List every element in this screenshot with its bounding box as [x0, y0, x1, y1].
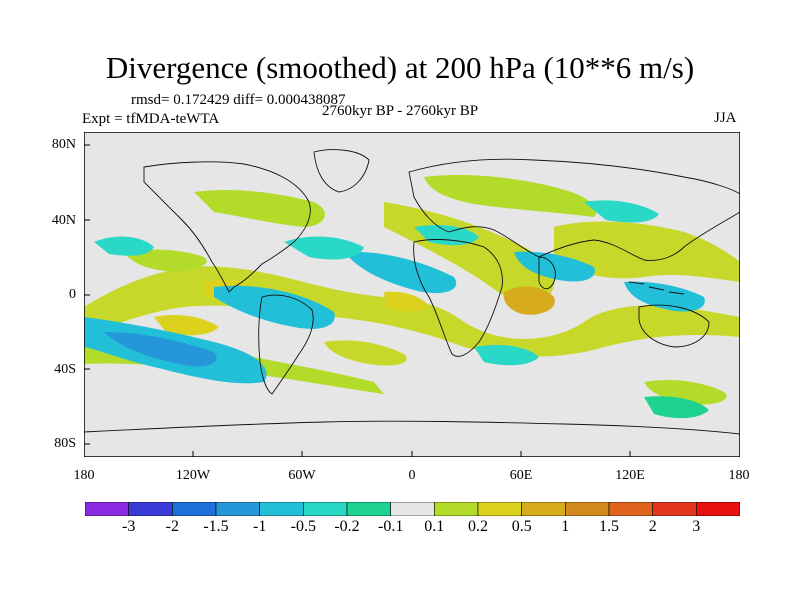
- divergence-map: [84, 132, 740, 457]
- experiment-label: Expt = tfMDA-teWTA: [82, 111, 220, 127]
- divergence-contours: [84, 175, 740, 419]
- colorbar-swatch: [390, 502, 435, 516]
- stats-text: rmsd= 0.172429 diff= 0.000438087: [131, 92, 346, 108]
- colorbar-label: 0.1: [424, 518, 445, 535]
- colorbar-swatch: [521, 502, 566, 516]
- lat-label-80s: 80S: [54, 436, 76, 451]
- colorbar-swatch: [696, 502, 740, 516]
- lon-label-180w: 180: [73, 468, 95, 483]
- colorbar-swatch: [346, 502, 391, 516]
- lat-label-40n: 40N: [51, 213, 76, 228]
- colorbar-swatch: [303, 502, 348, 516]
- lon-label-180e: 180: [728, 468, 750, 483]
- colorbar-label: 1: [561, 518, 570, 535]
- colorbar-swatch: [128, 502, 173, 516]
- season-label: JJA: [714, 110, 737, 126]
- colorbar-swatch: [172, 502, 217, 516]
- colorbar-label: 3: [692, 518, 701, 535]
- lon-label-120e: 120E: [615, 468, 645, 483]
- colorbar-swatch: [477, 502, 522, 516]
- lon-label-120w: 120W: [175, 468, 211, 483]
- colorbar-label: -2: [165, 518, 179, 535]
- colorbar-label: 1.5: [599, 518, 619, 535]
- colorbar-swatch: [259, 502, 304, 516]
- colorbar-label: -0.5: [290, 518, 316, 535]
- colorbar: [85, 502, 740, 516]
- colorbar-label: -0.2: [334, 518, 360, 535]
- lon-label-60e: 60E: [509, 468, 533, 483]
- colorbar-label: -0.1: [378, 518, 404, 535]
- colorbar-label: 2: [648, 518, 657, 535]
- colorbar-swatch: [215, 502, 260, 516]
- colorbar-swatch: [434, 502, 479, 516]
- colorbar-label: 0.2: [468, 518, 488, 535]
- axis-ticks: [84, 144, 631, 457]
- lon-label-0: 0: [408, 468, 416, 483]
- colorbar-swatch: [85, 502, 129, 516]
- plot-title: Divergence (smoothed) at 200 hPa (10**6 …: [105, 50, 695, 85]
- lat-label-40s: 40S: [54, 362, 76, 377]
- coastlines: [84, 149, 740, 435]
- period-label: 2760kyr BP - 2760kyr BP: [322, 103, 479, 119]
- colorbar-label: -3: [122, 518, 136, 535]
- colorbar-swatch: [608, 502, 653, 516]
- lat-label-0: 0: [69, 287, 76, 302]
- lat-label-80n: 80N: [51, 137, 76, 152]
- colorbar-swatch: [565, 502, 610, 516]
- colorbar-label: -1.5: [203, 518, 229, 535]
- lon-label-60w: 60W: [288, 468, 316, 483]
- colorbar-label: -1: [253, 518, 267, 535]
- colorbar-swatch: [652, 502, 697, 516]
- colorbar-label: 0.5: [511, 518, 532, 535]
